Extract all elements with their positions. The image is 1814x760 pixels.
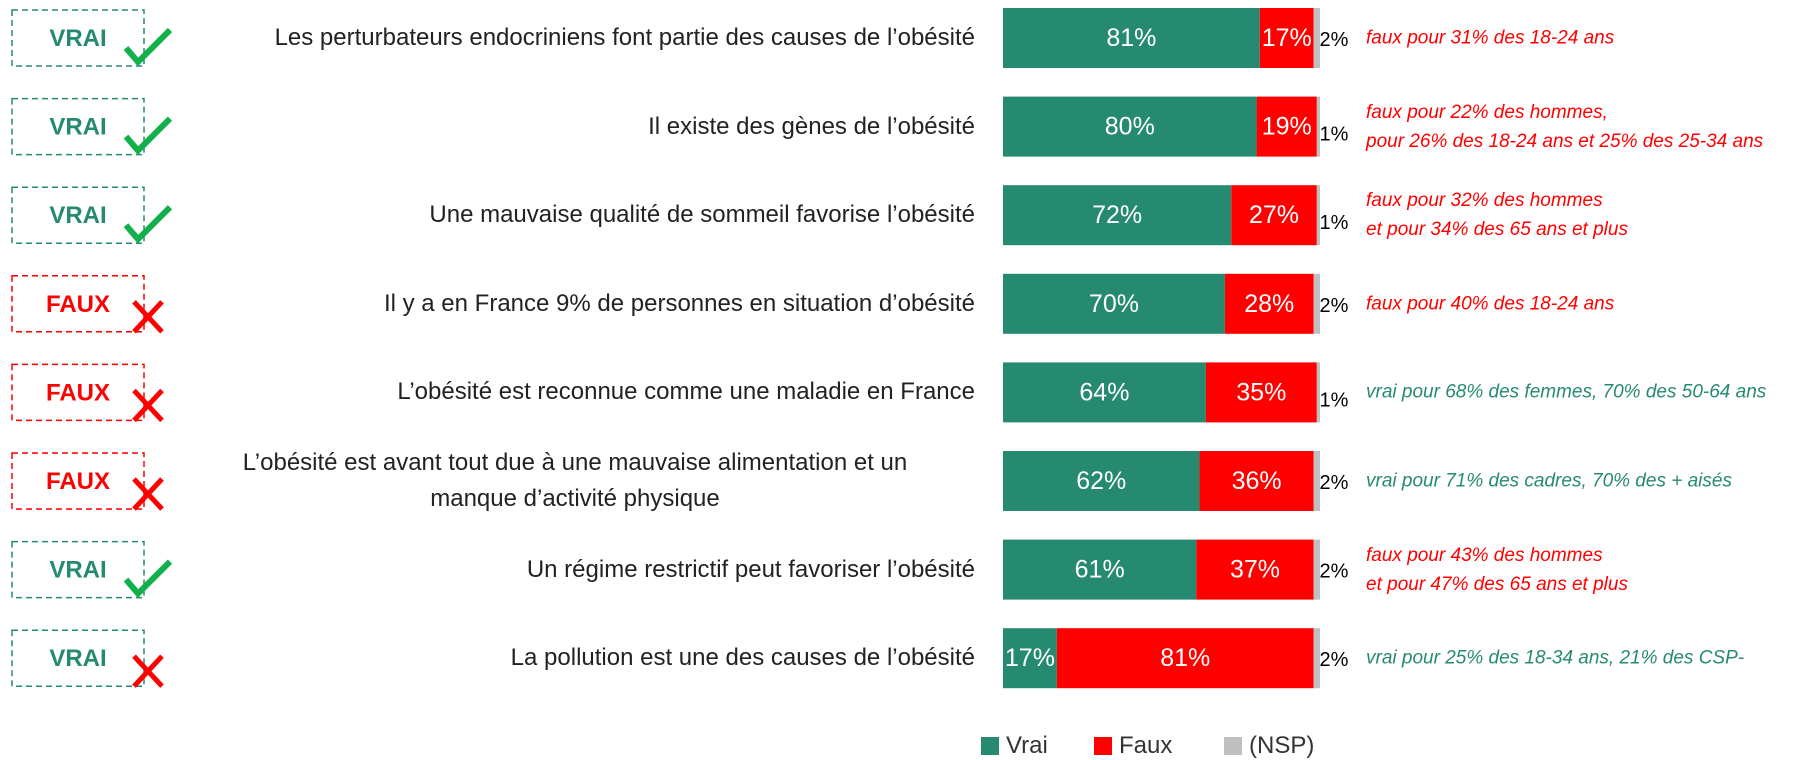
bar-segment [1231,185,1317,246]
bar-segment [1205,362,1317,423]
value-label: 61% [1075,556,1125,584]
badge-label: VRAI [49,25,106,52]
value-label: 62% [1076,467,1126,495]
category-label: Un régime restrictif peut favoriser l’ob… [526,555,975,583]
annotation: faux pour 31% des 18-24 ans [1366,27,1615,49]
legend-label: Faux [1119,732,1173,759]
value-label: 27% [1249,201,1299,229]
value-label: 1% [1320,212,1349,234]
annotation: faux pour 40% des 18-24 ans [1366,293,1615,315]
badge-label: FAUX [46,379,110,406]
bar-segment [1199,451,1314,511]
value-label: 1% [1320,124,1349,146]
bar-segment [1316,185,1320,246]
badge [11,97,145,156]
value-label: 1% [1320,389,1349,411]
value-label: 81% [1160,644,1210,672]
category-label: L’obésité est reconnue comme une maladie… [397,378,975,406]
category-label: Il existe des gènes de l’obésité [648,112,975,140]
bar-segment [1003,8,1260,68]
category-label: Il y a en France 9% de personnes en situ… [383,289,975,317]
value-label: 70% [1089,290,1139,318]
value-label: 37% [1230,556,1280,584]
badge [11,186,145,244]
bar-segment [1003,451,1200,511]
badge [11,275,145,333]
value-label: 2% [1320,29,1349,51]
value-label: 2% [1320,472,1349,494]
badge [11,540,145,599]
annotation: faux pour 22% des hommes, pour 26% des 1… [1366,101,1764,152]
check-icon [123,27,173,67]
value-label: 28% [1244,290,1294,318]
value-label: 2% [1320,649,1349,671]
legend-swatch [1224,737,1242,755]
badge [11,452,145,510]
category-label: Les perturbateurs endocriniens font part… [274,24,975,51]
bar-segment [1313,8,1320,68]
value-label: 2% [1320,295,1349,317]
badge-label: VRAI [49,114,106,141]
annotation: vrai pour 68% des femmes, 70% des 50-64 … [1366,381,1767,403]
value-label: 72% [1092,201,1142,229]
bar-segment [1313,451,1320,511]
bar-segment [1003,539,1197,600]
category-label: La pollution est une des causes de l’obé… [510,644,975,672]
value-label: 17% [1262,24,1312,52]
bar-segment [1313,539,1320,600]
value-label: 17% [1005,644,1055,672]
check-icon [123,559,173,599]
legend-swatch [1094,737,1112,755]
bar-segment [1003,273,1225,334]
bar-segment [1316,362,1320,423]
cross-icon [132,654,164,688]
badge [11,629,145,687]
category-label: L’obésité est avant tout due à une mauva… [242,449,908,512]
bar-segment [1224,273,1314,334]
cross-icon [132,388,164,423]
value-label: 19% [1262,113,1312,141]
value-label: 80% [1105,113,1155,141]
annotation: faux pour 43% des hommes et pour 47% des… [1366,544,1628,595]
badge-label: FAUX [46,291,110,318]
bar-segment [1003,96,1257,157]
value-label: 81% [1106,24,1156,52]
cross-icon [132,300,164,334]
badge-label: VRAI [49,557,106,584]
legend-label: Vrai [1006,732,1048,759]
bar-segment [1256,96,1317,157]
check-icon [123,205,173,244]
bar-segment [1313,628,1320,689]
bar-segment [1259,8,1314,68]
value-label: 64% [1079,378,1129,406]
bar-segment [1316,96,1320,157]
bar-segment [1056,628,1314,689]
bar-segment [1003,362,1206,423]
legend-swatch [981,737,999,755]
annotation: vrai pour 25% des 18-34 ans, 21% des CSP… [1366,647,1745,669]
value-label: 2% [1320,561,1349,583]
annotation: vrai pour 71% des cadres, 70% des + aisé… [1366,470,1732,492]
badge-label: VRAI [49,645,106,672]
badge-label: FAUX [46,468,110,495]
badge [11,363,145,422]
badge [11,9,145,67]
bar-segment [1196,539,1314,600]
category-label: Une mauvaise qualité de sommeil favorise… [429,201,975,229]
check-icon [123,116,173,156]
cross-icon [132,477,164,511]
legend-label: (NSP) [1249,732,1315,759]
bar-segment [1313,273,1320,334]
bar-segment [1003,628,1057,689]
value-label: 36% [1232,467,1282,495]
value-label: 35% [1236,378,1286,406]
bar-segment [1003,185,1232,246]
annotation: faux pour 32% des hommes et pour 34% des… [1366,190,1628,241]
badge-label: VRAI [49,202,106,229]
